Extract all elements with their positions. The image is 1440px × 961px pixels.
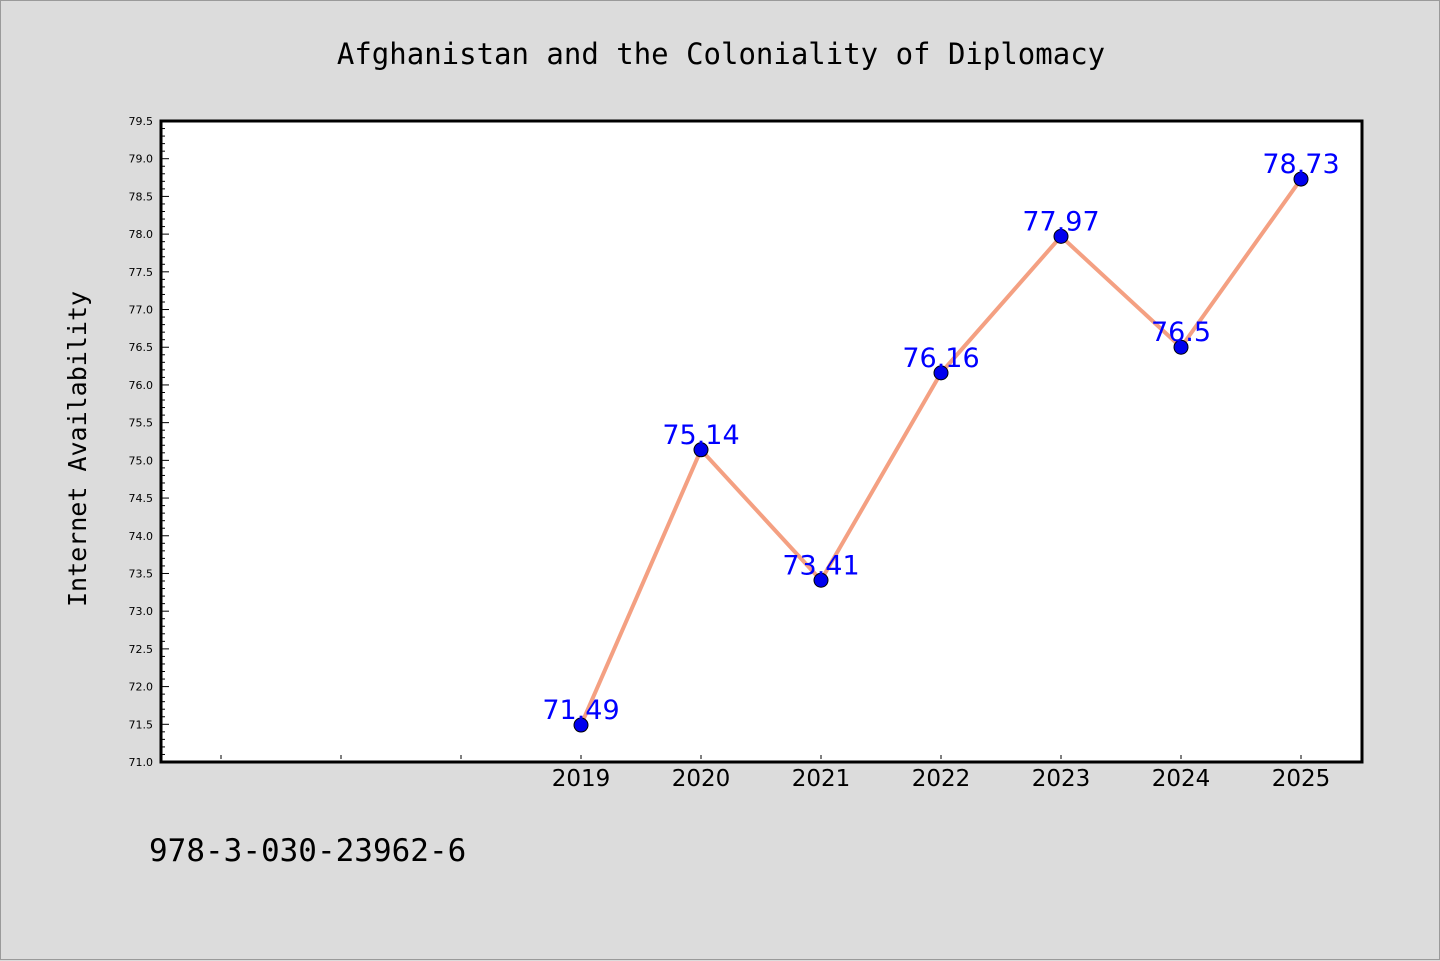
y-tick-label: 73.0	[129, 605, 154, 618]
data-labels: 71.49 75.14 73.41 76.16 77.97 76.5 78.73	[542, 149, 1339, 726]
y-tick-label: 77.5	[129, 266, 154, 279]
y-tick-label: 71.0	[129, 756, 154, 769]
y-tick-label: 74.5	[129, 492, 154, 505]
x-tick-label: 2019	[552, 766, 611, 792]
y-tick-label: 78.0	[129, 228, 154, 241]
y-tick-label: 73.5	[129, 567, 154, 580]
data-label: 77.97	[1022, 206, 1099, 237]
data-point	[1293, 171, 1309, 187]
y-tick-label: 71.5	[129, 718, 154, 731]
chart-title: Afghanistan and the Coloniality of Diplo…	[337, 37, 1105, 71]
data-label: 73.41	[782, 550, 859, 581]
data-point	[573, 717, 589, 733]
data-point	[933, 365, 949, 381]
data-point	[813, 572, 829, 588]
y-tick-label: 76.0	[129, 379, 154, 392]
y-tick-label: 72.5	[129, 643, 154, 656]
data-label: 76.16	[902, 343, 979, 374]
y-axis-label: Internet Availability	[63, 291, 92, 607]
y-axis: 71.0 71.5 72.0 72.5 73.0 73.5 74.0 74.5 75.0 75.5…	[129, 115, 169, 769]
data-points	[573, 171, 1309, 733]
data-point	[1053, 228, 1069, 244]
y-tick-label: 78.5	[129, 190, 154, 203]
x-tick-label: 2025	[1272, 766, 1331, 792]
data-label: 78.73	[1262, 149, 1339, 180]
x-tick-label: 2021	[792, 766, 851, 792]
x-axis: 2019 2020 2021 2022 2023 2024 2025	[220, 755, 1331, 792]
y-tick-label: 72.0	[129, 681, 154, 694]
x-tick-label: 2020	[672, 766, 731, 792]
y-tick-label: 76.5	[129, 341, 154, 354]
x-tick-label: 2023	[1032, 766, 1091, 792]
data-point	[693, 442, 709, 458]
plot-area	[159, 119, 1364, 764]
data-label: 76.5	[1151, 317, 1211, 348]
data-label: 71.49	[542, 695, 619, 726]
data-label: 75.14	[662, 420, 739, 451]
x-tick-label: 2022	[912, 766, 971, 792]
y-tick-label: 75.0	[129, 454, 154, 467]
isbn-text: 978-3-030-23962-6	[149, 833, 467, 869]
y-tick-label: 74.0	[129, 530, 154, 543]
data-point	[1173, 339, 1189, 355]
y-tick-label: 79.0	[129, 153, 154, 166]
y-tick-label: 79.5	[129, 115, 154, 128]
y-tick-label: 75.5	[129, 417, 154, 430]
x-tick-label: 2024	[1152, 766, 1211, 792]
y-tick-label: 77.0	[129, 304, 154, 317]
